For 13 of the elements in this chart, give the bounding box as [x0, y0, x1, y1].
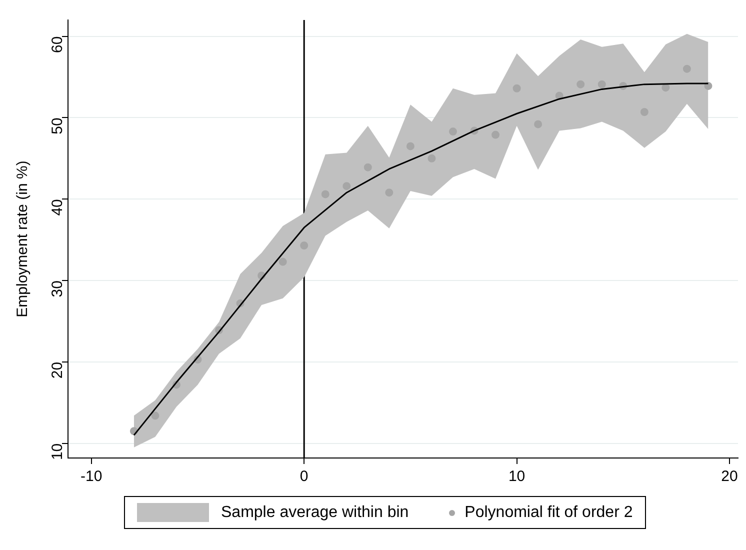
y-tick-label: 10 — [49, 443, 66, 460]
x-tick-label: 0 — [300, 468, 308, 486]
x-tick-label: 20 — [721, 468, 738, 486]
y-tick-label: 60 — [49, 36, 66, 53]
legend-label: Sample average within bin — [221, 504, 409, 522]
x-tick-label: -10 — [80, 468, 102, 486]
y-tick-label: 50 — [49, 118, 66, 134]
x-tick-label: 10 — [508, 468, 526, 486]
y-axis-title: Employment rate (in %) — [14, 160, 32, 318]
y-tick-label: 30 — [49, 280, 66, 298]
legend-label: Polynomial fit of order 2 — [464, 504, 633, 522]
y-tick-label: 20 — [49, 362, 66, 379]
y-tick-label: 40 — [49, 199, 66, 216]
